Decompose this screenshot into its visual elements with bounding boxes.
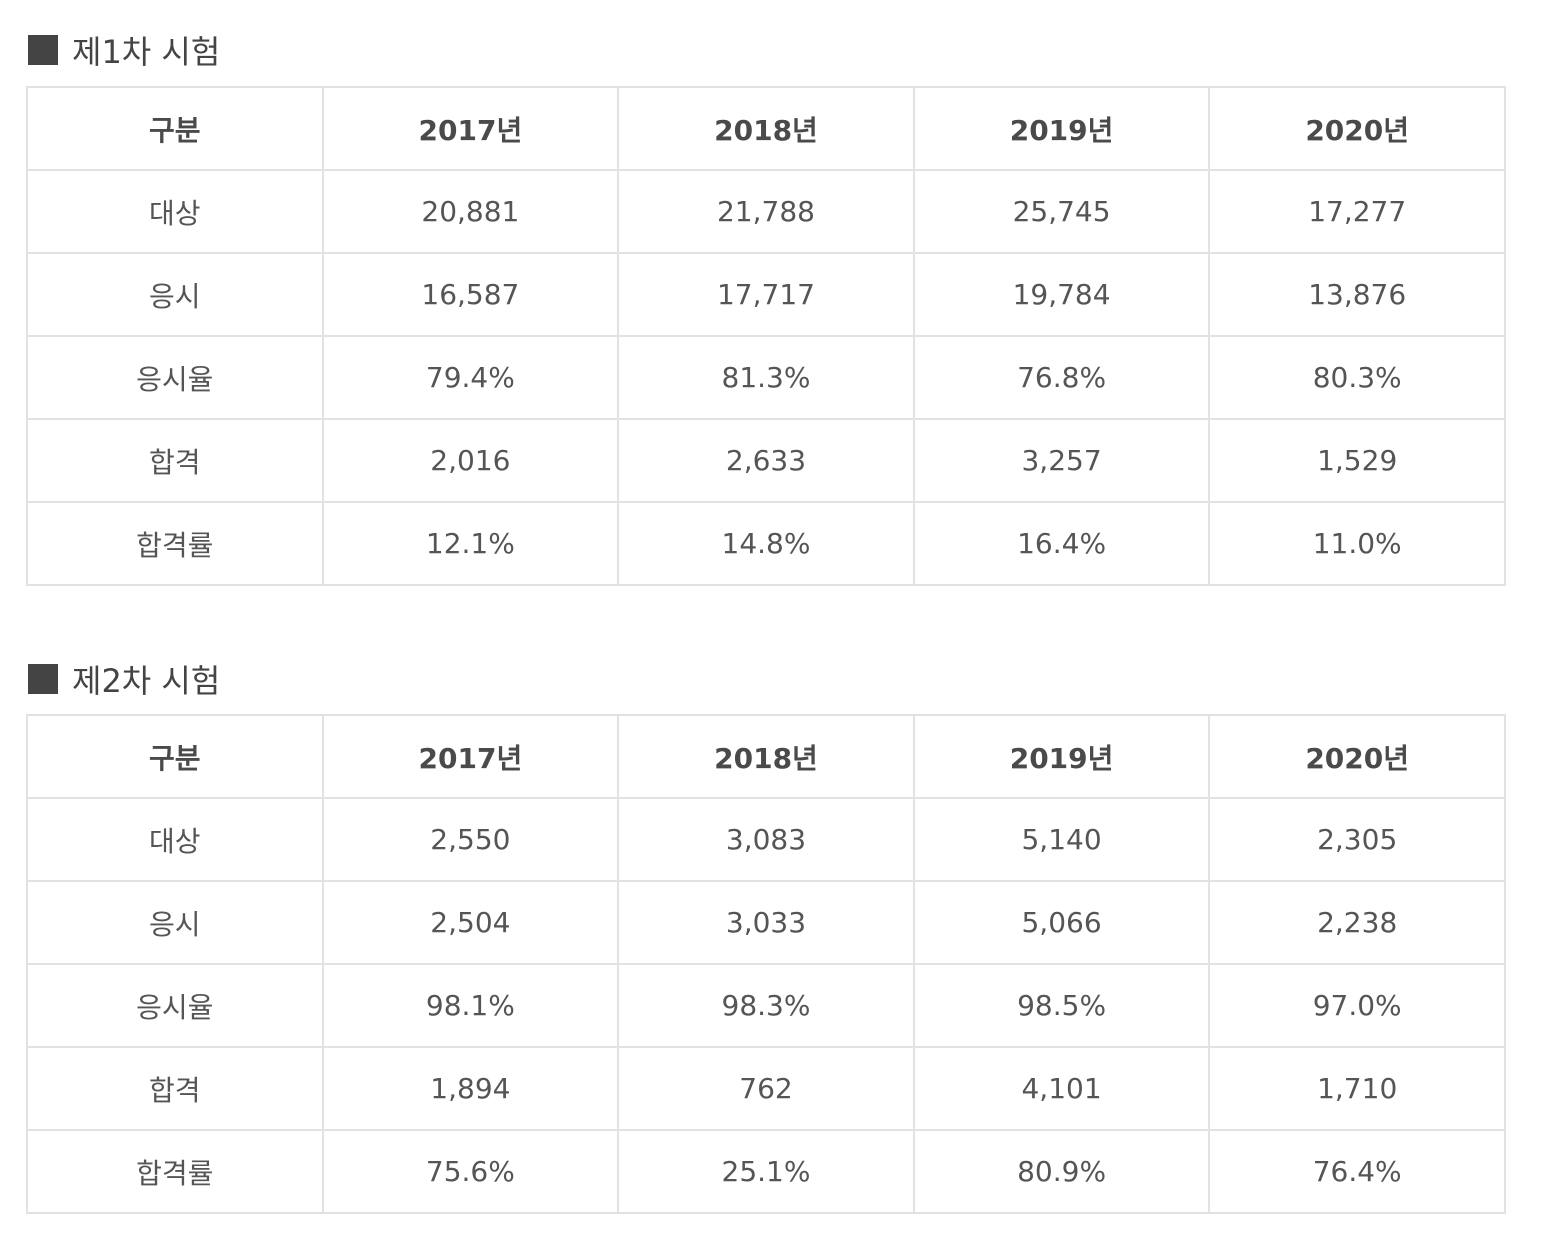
exam-1-results-table: 구분 2017년 2018년 2019년 2020년 대상 20,881 21,… xyxy=(26,86,1506,586)
table-row: 합격 2,016 2,633 3,257 1,529 xyxy=(26,418,1506,503)
row-label: 응시 xyxy=(26,252,324,337)
table-cell: 3,033 xyxy=(617,880,915,965)
table-cell: 3,083 xyxy=(617,797,915,882)
table-row: 대상 2,550 3,083 5,140 2,305 xyxy=(26,797,1506,882)
table-row: 응시율 79.4% 81.3% 76.8% 80.3% xyxy=(26,335,1506,420)
table-cell: 16,587 xyxy=(321,252,620,337)
table-cell: 2,305 xyxy=(1208,797,1506,882)
table-cell: 80.9% xyxy=(912,1129,1211,1214)
row-label: 합격률 xyxy=(26,501,324,586)
table-cell: 75.6% xyxy=(321,1129,620,1214)
table-cell: 2,504 xyxy=(321,880,620,965)
table-header-row: 구분 2017년 2018년 2019년 2020년 xyxy=(26,714,1506,799)
table-cell: 2,633 xyxy=(617,418,915,503)
table-cell: 98.5% xyxy=(912,963,1211,1048)
table-cell: 12.1% xyxy=(321,501,620,586)
table-cell: 25,745 xyxy=(912,169,1211,254)
table-cell: 762 xyxy=(617,1046,915,1131)
table-cell: 16.4% xyxy=(912,501,1211,586)
table-cell: 13,876 xyxy=(1208,252,1506,337)
table-cell: 80.3% xyxy=(1208,335,1506,420)
table-row: 합격률 75.6% 25.1% 80.9% 76.4% xyxy=(26,1129,1506,1214)
column-header-2018: 2018년 xyxy=(617,714,915,799)
row-label: 응시율 xyxy=(26,335,324,420)
table-cell: 17,717 xyxy=(617,252,915,337)
table-cell: 20,881 xyxy=(321,169,620,254)
table-cell: 17,277 xyxy=(1208,169,1506,254)
column-header-category: 구분 xyxy=(26,714,324,799)
table-cell: 2,016 xyxy=(321,418,620,503)
table-row: 합격 1,894 762 4,101 1,710 xyxy=(26,1046,1506,1131)
table-cell: 76.8% xyxy=(912,335,1211,420)
table-cell: 19,784 xyxy=(912,252,1211,337)
table-cell: 25.1% xyxy=(617,1129,915,1214)
row-label: 대상 xyxy=(26,169,324,254)
table-row: 응시 2,504 3,033 5,066 2,238 xyxy=(26,880,1506,965)
row-label: 합격 xyxy=(26,418,324,503)
table-row: 합격률 12.1% 14.8% 16.4% 11.0% xyxy=(26,501,1506,586)
column-header-2019: 2019년 xyxy=(912,714,1211,799)
section-title-exam-1: 제1차 시험 xyxy=(28,28,220,72)
table-cell: 76.4% xyxy=(1208,1129,1506,1214)
column-header-2019: 2019년 xyxy=(912,86,1211,171)
row-label: 대상 xyxy=(26,797,324,882)
column-header-2017: 2017년 xyxy=(321,714,620,799)
row-label: 응시 xyxy=(26,880,324,965)
section-title-text: 제1차 시험 xyxy=(72,33,221,71)
table-cell: 3,257 xyxy=(912,418,1211,503)
table-header-row: 구분 2017년 2018년 2019년 2020년 xyxy=(26,86,1506,171)
column-header-category: 구분 xyxy=(26,86,324,171)
table-cell: 21,788 xyxy=(617,169,915,254)
table-cell: 81.3% xyxy=(617,335,915,420)
row-label: 합격 xyxy=(26,1046,324,1131)
table-row: 응시 16,587 17,717 19,784 13,876 xyxy=(26,252,1506,337)
table-cell: 2,550 xyxy=(321,797,620,882)
row-label: 합격률 xyxy=(26,1129,324,1214)
table-cell: 98.1% xyxy=(321,963,620,1048)
table-cell: 5,066 xyxy=(912,880,1211,965)
table-cell: 1,529 xyxy=(1208,418,1506,503)
table-cell: 4,101 xyxy=(912,1046,1211,1131)
table-cell: 5,140 xyxy=(912,797,1211,882)
table-cell: 1,894 xyxy=(321,1046,620,1131)
square-bullet-icon xyxy=(28,35,58,65)
column-header-2020: 2020년 xyxy=(1208,86,1506,171)
exam-2-results-table: 구분 2017년 2018년 2019년 2020년 대상 2,550 3,08… xyxy=(26,714,1506,1214)
table-cell: 2,238 xyxy=(1208,880,1506,965)
table-cell: 14.8% xyxy=(617,501,915,586)
table-cell: 79.4% xyxy=(321,335,620,420)
row-label: 응시율 xyxy=(26,963,324,1048)
table-cell: 11.0% xyxy=(1208,501,1506,586)
table-cell: 1,710 xyxy=(1208,1046,1506,1131)
column-header-2017: 2017년 xyxy=(321,86,620,171)
column-header-2018: 2018년 xyxy=(617,86,915,171)
table-row: 응시율 98.1% 98.3% 98.5% 97.0% xyxy=(26,963,1506,1048)
table-cell: 98.3% xyxy=(617,963,915,1048)
table-row: 대상 20,881 21,788 25,745 17,277 xyxy=(26,169,1506,254)
square-bullet-icon xyxy=(28,664,58,694)
table-cell: 97.0% xyxy=(1208,963,1506,1048)
section-title-exam-2: 제2차 시험 xyxy=(28,657,220,701)
column-header-2020: 2020년 xyxy=(1208,714,1506,799)
section-title-text: 제2차 시험 xyxy=(72,662,221,700)
